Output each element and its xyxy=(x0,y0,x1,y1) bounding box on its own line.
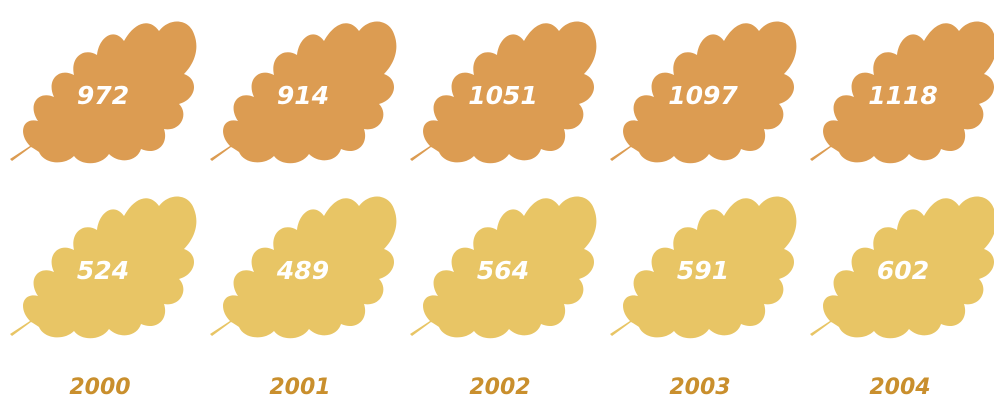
chart: 972 524 2000 914 489 2001 1051 564 2002 1097 591 20… xyxy=(0,0,994,403)
value-label: 591 xyxy=(677,256,729,285)
category-label: 2000 xyxy=(69,375,130,400)
value-label: 602 xyxy=(877,256,929,285)
category-label: 2001 xyxy=(269,375,330,400)
value-label: 1051 xyxy=(468,81,538,110)
category-label: 2002 xyxy=(469,375,530,400)
value-label: 564 xyxy=(477,256,529,285)
value-label: 1118 xyxy=(868,81,938,110)
value-label: 1097 xyxy=(668,81,738,110)
value-label: 489 xyxy=(276,256,329,285)
value-label: 914 xyxy=(277,81,329,110)
value-label: 972 xyxy=(77,81,129,110)
category-label: 2004 xyxy=(869,375,930,400)
category-label: 2003 xyxy=(669,375,730,400)
value-label: 524 xyxy=(77,256,129,285)
